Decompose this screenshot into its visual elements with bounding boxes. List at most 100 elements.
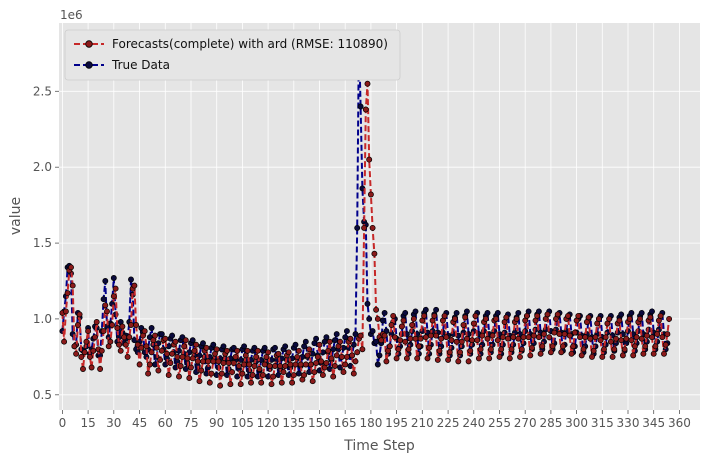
forecast-point [158, 347, 165, 354]
true-data-point [224, 372, 230, 379]
true-data-point [618, 311, 625, 318]
forecast-point [607, 338, 614, 345]
forecast-point [479, 332, 486, 339]
forecast-point [578, 352, 585, 359]
forecast-point [80, 366, 86, 372]
true-data-point [102, 278, 109, 284]
forecast-point [232, 353, 239, 360]
forecast-point [354, 349, 361, 356]
forecast-point [544, 311, 551, 318]
forecast-point [601, 346, 607, 353]
forecast-point [126, 334, 133, 341]
forecast-point [589, 353, 595, 360]
forecast-point [162, 335, 169, 342]
forecast-point [210, 358, 217, 365]
forecast-point [121, 334, 128, 341]
forecast-point [537, 350, 544, 357]
x-tick-label: 315 [591, 416, 614, 430]
forecast-point [306, 346, 313, 353]
legend-box [64, 29, 401, 81]
forecast-point [457, 349, 464, 356]
forecast-point [102, 302, 109, 309]
forecast-point [236, 363, 242, 369]
forecast-point [189, 355, 196, 362]
forecast-point [191, 347, 198, 354]
forecast-point [131, 282, 138, 289]
forecast-point [188, 364, 194, 371]
forecast-point [350, 370, 357, 377]
forecast-point [585, 314, 592, 321]
forecast-point [88, 364, 95, 371]
forecast-point [172, 338, 179, 345]
forecast-point [128, 322, 134, 328]
forecast-point [463, 335, 470, 342]
forecast-point [148, 349, 155, 356]
x-tick-label: 15 [80, 416, 95, 430]
x-tick-label: 195 [385, 416, 408, 430]
forecast-point [155, 367, 162, 374]
forecast-point [69, 282, 76, 289]
true-data-point [422, 306, 429, 313]
forecast-point [417, 335, 424, 342]
forecast-point [390, 312, 397, 319]
y-axis-title: value [8, 197, 24, 235]
forecast-point [194, 358, 201, 365]
forecast-point [104, 308, 110, 315]
true-data-point [333, 331, 340, 338]
forecast-point [206, 379, 213, 386]
forecast-point [143, 343, 150, 350]
forecast-point [136, 361, 143, 368]
forecast-point [527, 352, 534, 359]
forecast-point [227, 381, 234, 388]
forecast-point [486, 355, 493, 362]
forecast-point [230, 360, 237, 366]
forecast-point [208, 370, 215, 377]
forecast-point [414, 355, 421, 362]
forecast-point [71, 343, 78, 350]
true-data-point [244, 373, 251, 380]
forecast-point [422, 334, 429, 341]
x-tick-label: 255 [488, 416, 511, 430]
forecast-point [182, 337, 189, 344]
forecast-point [122, 341, 129, 348]
true-data-point [285, 372, 292, 379]
forecast-point [650, 350, 657, 357]
forecast-point [484, 335, 491, 342]
forecast-point [234, 347, 241, 354]
forecast-point [260, 372, 266, 379]
forecast-point [633, 334, 640, 341]
y-offset-label: 1e6 [60, 8, 83, 22]
x-tick-label: 45 [132, 416, 147, 430]
forecast-point [378, 337, 385, 344]
forecast-point [218, 370, 225, 377]
forecast-point [448, 337, 455, 344]
forecast-point [582, 334, 589, 341]
forecast-point [83, 338, 90, 345]
true-data-point [453, 309, 460, 316]
y-tick-label: 1.0 [33, 312, 52, 326]
forecast-point [177, 363, 184, 369]
forecast-point [659, 334, 666, 341]
forecast-point [587, 335, 594, 342]
forecast-point [347, 335, 354, 342]
true-data-point [354, 224, 361, 231]
forecast-point [421, 312, 428, 319]
true-data-point [366, 315, 373, 322]
forecast-point [200, 358, 206, 365]
forecast-point [73, 350, 80, 357]
forecast-point [268, 381, 275, 388]
forecast-point [426, 344, 433, 351]
forecast-point [652, 343, 659, 350]
forecast-point [443, 334, 450, 341]
forecast-point [285, 349, 292, 356]
forecast-point [109, 322, 116, 328]
forecast-point [451, 315, 458, 322]
true-data-point [323, 334, 330, 341]
true-data-point [331, 337, 338, 344]
forecast-point [630, 352, 637, 359]
forecast-point [265, 349, 272, 356]
forecast-point [592, 334, 599, 341]
true-data-point [261, 344, 268, 351]
x-tick-label: 75 [183, 416, 198, 430]
